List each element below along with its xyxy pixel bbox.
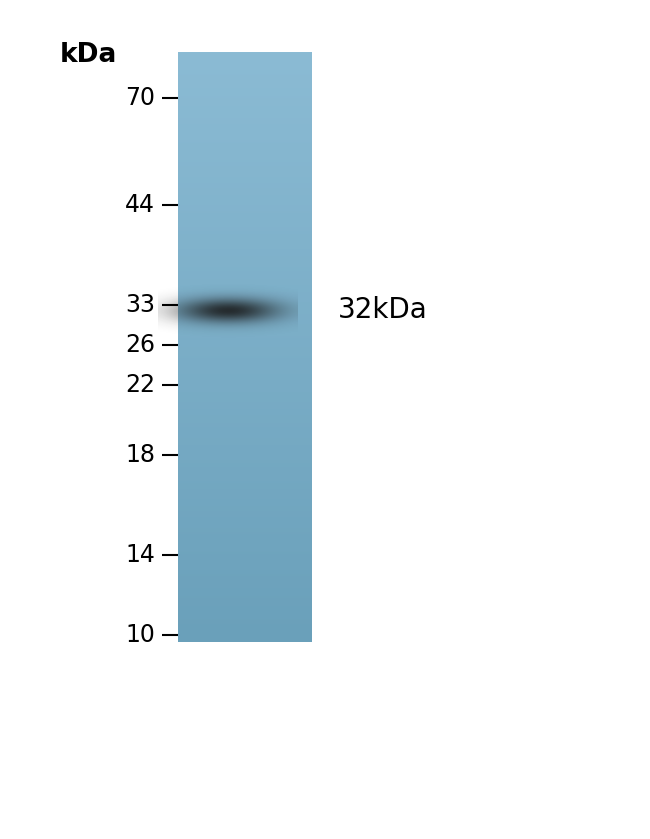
Text: 33: 33 xyxy=(125,293,155,317)
Text: 22: 22 xyxy=(125,373,155,397)
Text: 18: 18 xyxy=(125,443,155,467)
Text: 10: 10 xyxy=(125,623,155,647)
Text: 70: 70 xyxy=(125,86,155,110)
Text: 44: 44 xyxy=(125,193,155,217)
Text: 14: 14 xyxy=(125,543,155,567)
Text: 26: 26 xyxy=(125,333,155,357)
Text: 32kDa: 32kDa xyxy=(338,296,428,324)
Text: kDa: kDa xyxy=(60,42,118,68)
